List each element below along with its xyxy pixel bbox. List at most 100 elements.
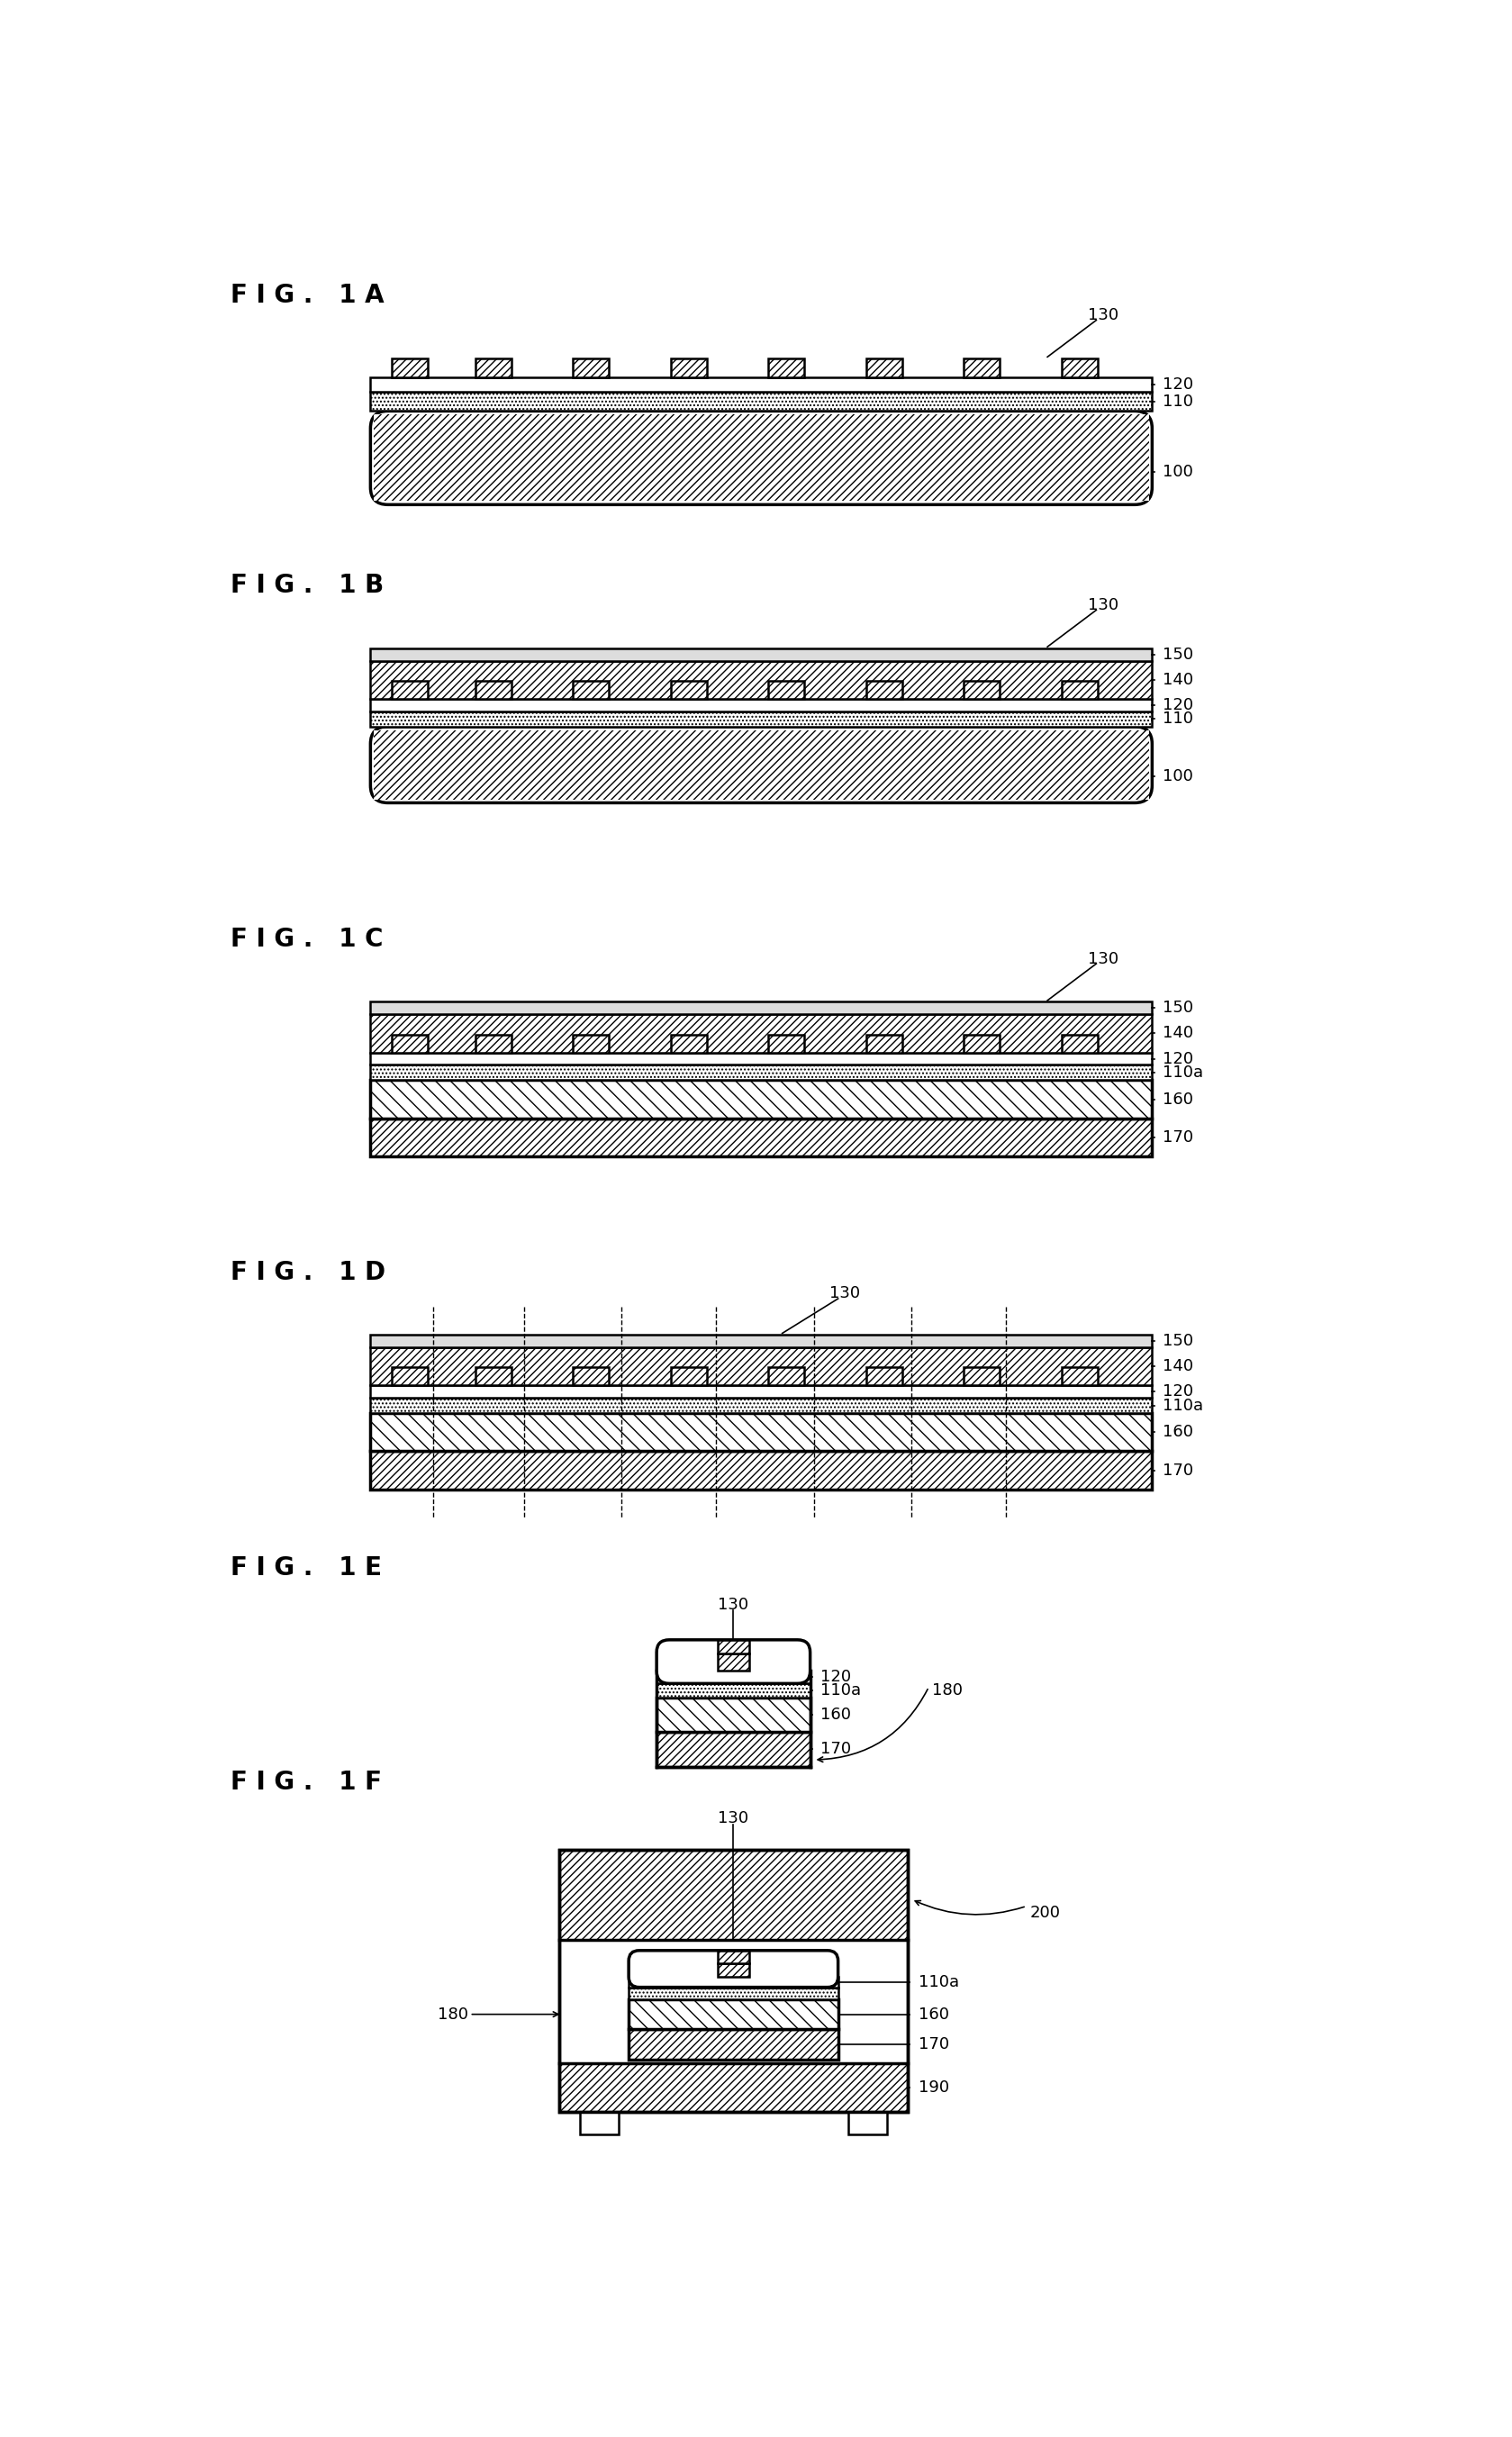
Bar [768,680,804,699]
Bar [963,680,999,699]
Bar [629,1986,838,2001]
Bar [718,1640,748,1655]
Bar [768,1033,804,1053]
Bar [475,1367,511,1384]
Bar [670,680,706,699]
Bar [573,1367,609,1384]
Bar [573,1033,609,1053]
Bar [370,1014,1152,1053]
Bar [963,1033,999,1053]
Bar [370,699,1152,712]
Bar [370,1413,1152,1450]
Bar [370,1053,1152,1065]
Bar [370,378,1152,392]
Text: 120: 120 [1163,1384,1193,1399]
Bar [370,1002,1152,1014]
Text: 200: 200 [1030,1906,1060,1920]
Bar [573,358,609,378]
Text: 180: 180 [933,1682,963,1699]
FancyBboxPatch shape [656,1640,810,1684]
Bar [848,2113,888,2135]
Bar [866,1367,903,1384]
Bar [1061,1033,1098,1053]
Bar [656,1733,810,1767]
Text: F I G .   1 F: F I G . 1 F [231,1769,383,1794]
Bar [1061,358,1098,378]
Text: 120: 120 [1163,697,1193,714]
Bar [373,414,1149,502]
Bar [656,1672,810,1684]
Bar [475,358,511,378]
Bar [475,680,511,699]
Bar [866,1033,903,1053]
Bar [392,1367,428,1384]
Text: 130: 130 [1089,597,1119,614]
Text: F I G .   1 C: F I G . 1 C [231,926,384,953]
Bar [670,1033,706,1053]
Bar [579,2113,618,2135]
Text: 110: 110 [1163,712,1193,726]
Bar [670,1367,706,1384]
Bar [373,731,1149,799]
Text: 190: 190 [918,2079,950,2096]
Bar [963,358,999,378]
Bar [559,1850,907,1940]
Text: 110a: 110a [1163,1396,1204,1413]
Bar [559,2064,907,2113]
Text: 120: 120 [1163,1050,1193,1067]
Text: 130: 130 [718,1811,748,1828]
Text: 110: 110 [1163,392,1193,409]
Text: 140: 140 [1163,1026,1193,1041]
Bar [656,1684,810,1699]
Bar [370,712,1152,726]
Text: 130: 130 [1089,950,1119,967]
Bar [559,1850,907,2113]
Bar [629,2001,838,2030]
Bar [392,680,428,699]
Bar [370,1384,1152,1399]
Bar [392,358,428,378]
Bar [768,1367,804,1384]
FancyBboxPatch shape [370,412,1152,504]
Text: 110a: 110a [821,1682,862,1699]
Bar [768,358,804,378]
Bar [629,2030,838,2059]
Text: 150: 150 [1163,646,1193,663]
Bar [718,1962,750,1976]
Text: 140: 140 [1163,673,1193,687]
Text: 150: 150 [1163,1333,1193,1350]
Bar [370,1450,1152,1489]
Text: 140: 140 [1163,1357,1193,1374]
Text: 110a: 110a [918,1974,959,1991]
Bar [1061,680,1098,699]
Bar [370,1399,1152,1413]
Text: 170: 170 [1163,1128,1193,1145]
Text: 180: 180 [437,2006,469,2023]
Text: 160: 160 [821,1706,851,1723]
Bar [963,1367,999,1384]
Text: 160: 160 [1163,1092,1193,1106]
Bar [370,1119,1152,1158]
Text: 170: 170 [821,1742,851,1757]
Bar [1061,1367,1098,1384]
Bar [629,1976,838,1986]
Bar [370,1348,1152,1384]
Text: 160: 160 [918,2006,950,2023]
Bar [656,1699,810,1733]
Text: F I G .   1 D: F I G . 1 D [231,1260,386,1284]
Text: 120: 120 [821,1669,851,1686]
Bar [670,358,706,378]
Text: 130: 130 [1089,307,1119,324]
Text: 130: 130 [830,1284,860,1301]
Bar [718,1950,750,1962]
Text: 170: 170 [918,2037,950,2052]
Text: F I G .   1 B: F I G . 1 B [231,573,384,597]
Text: 160: 160 [1163,1423,1193,1440]
Text: 150: 150 [1163,999,1193,1016]
FancyBboxPatch shape [370,726,1152,802]
Bar [370,392,1152,412]
Text: 170: 170 [1163,1462,1193,1479]
Bar [866,358,903,378]
Bar [392,1033,428,1053]
Text: 120: 120 [1163,378,1193,392]
